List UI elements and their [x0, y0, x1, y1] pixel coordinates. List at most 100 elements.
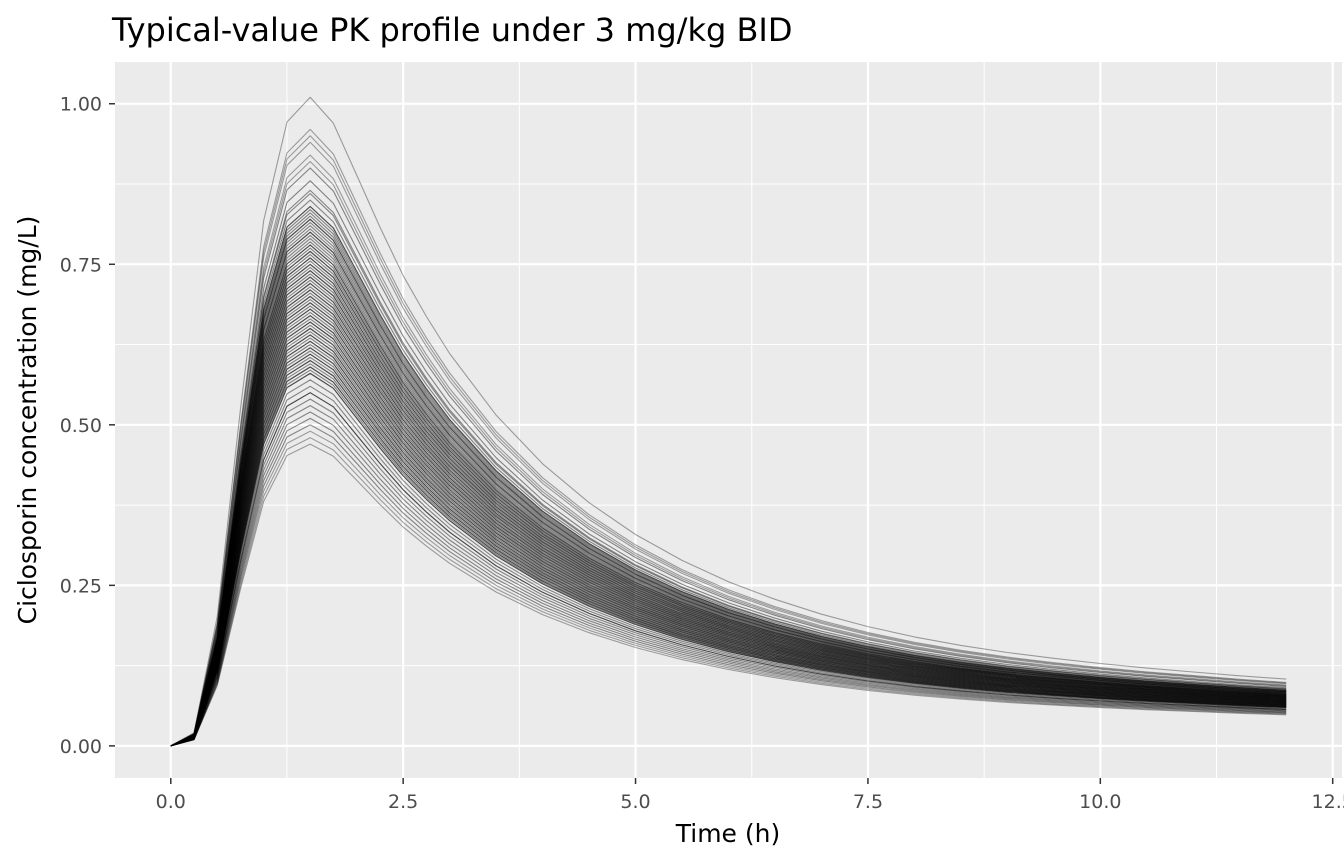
- series-line: [170, 347, 1287, 747]
- series-line: [170, 193, 1287, 747]
- x-axis-title: Time (h): [675, 819, 780, 848]
- x-tick-label: 2.5: [388, 791, 418, 813]
- series-line: [170, 231, 1287, 747]
- x-tick-label: 12.5: [1312, 791, 1344, 813]
- series-line: [170, 270, 1287, 747]
- series-line: [170, 205, 1287, 747]
- series-line: [170, 417, 1287, 747]
- plot-panel: [115, 62, 1342, 778]
- y-tick-label: 0.25: [60, 575, 102, 597]
- x-tick-label: 5.0: [620, 791, 650, 813]
- series-line: [170, 299, 1287, 747]
- series-line: [170, 315, 1287, 747]
- series-line: [170, 289, 1287, 747]
- series-line: [170, 308, 1287, 747]
- series-line: [170, 250, 1287, 747]
- series-line: [170, 366, 1287, 747]
- series-line: [170, 292, 1287, 747]
- series-line: [170, 363, 1287, 747]
- series-line: [170, 334, 1287, 747]
- y-tick-label: 0.75: [60, 254, 102, 276]
- series-line: [170, 331, 1287, 747]
- series-line: [170, 302, 1287, 747]
- series-line: [170, 128, 1287, 747]
- series-line: [170, 135, 1287, 747]
- series-line: [170, 353, 1287, 747]
- series-line: [170, 154, 1287, 747]
- series-line: [170, 257, 1287, 747]
- series-line: [170, 311, 1287, 747]
- series-line: [170, 225, 1287, 747]
- x-tick-label: 10.0: [1079, 791, 1121, 813]
- y-axis-title: Ciclosporin concentration (mg/L): [13, 216, 42, 625]
- y-tick-label: 0.00: [60, 736, 102, 758]
- series-line: [170, 289, 1287, 747]
- x-axis: 0.0 2.5 5.0 7.5 10.0 12.5: [156, 778, 1344, 813]
- series-line: [170, 215, 1287, 747]
- series-line: [170, 360, 1287, 747]
- series-line: [170, 180, 1287, 747]
- series-line: [170, 379, 1287, 747]
- series-line: [170, 167, 1287, 747]
- series-line: [170, 353, 1287, 747]
- x-tick-label: 0.0: [156, 791, 186, 813]
- series-line: [170, 334, 1287, 747]
- series-line: [170, 308, 1287, 747]
- series-line: [170, 443, 1287, 747]
- series-line: [170, 257, 1287, 747]
- series-line: [170, 302, 1287, 747]
- series-line: [170, 392, 1287, 747]
- series-line: [170, 392, 1287, 747]
- y-axis: 0.00 0.25 0.50 0.75 1.00: [60, 94, 115, 758]
- series-line: [170, 350, 1287, 747]
- series-line: [170, 340, 1287, 747]
- series-line: [170, 218, 1287, 747]
- series-line: [170, 327, 1287, 747]
- series-line: [170, 405, 1287, 747]
- series-line: [170, 189, 1287, 747]
- series-line: [170, 244, 1287, 747]
- series-line: [170, 228, 1287, 747]
- series-line: [170, 295, 1287, 747]
- series-line: [170, 279, 1287, 747]
- series-line: [170, 356, 1287, 747]
- series-line: [170, 327, 1287, 747]
- series-line: [170, 212, 1287, 747]
- series-lines: [170, 96, 1287, 747]
- series-line: [170, 276, 1287, 747]
- series-line: [170, 270, 1287, 747]
- series-line: [170, 437, 1287, 747]
- series-line: [170, 340, 1287, 747]
- series-line: [170, 372, 1287, 747]
- series-line: [170, 160, 1287, 747]
- series-line: [170, 266, 1287, 747]
- series-line: [170, 199, 1287, 747]
- series-line: [170, 424, 1287, 747]
- x-tick-label: 7.5: [853, 791, 883, 813]
- series-line: [170, 347, 1287, 747]
- grid-minor: [115, 62, 1342, 778]
- series-line: [170, 241, 1287, 747]
- series-line: [170, 372, 1287, 747]
- series-line: [170, 366, 1287, 747]
- series-line: [170, 247, 1287, 747]
- series-line: [170, 315, 1287, 747]
- series-line: [170, 321, 1287, 747]
- series-line: [170, 218, 1287, 747]
- series-line: [170, 96, 1287, 747]
- series-line: [170, 260, 1287, 747]
- series-line: [170, 305, 1287, 747]
- series-line: [170, 324, 1287, 747]
- grid-major: [115, 62, 1342, 778]
- series-line: [170, 282, 1287, 747]
- series-line: [170, 273, 1287, 747]
- series-line: [170, 369, 1287, 747]
- series-line: [170, 263, 1287, 747]
- y-tick-label: 1.00: [60, 94, 102, 116]
- series-line: [170, 318, 1287, 747]
- series-line: [170, 234, 1287, 747]
- series-line: [170, 337, 1287, 747]
- series-line: [170, 282, 1287, 747]
- series-line: [170, 430, 1287, 747]
